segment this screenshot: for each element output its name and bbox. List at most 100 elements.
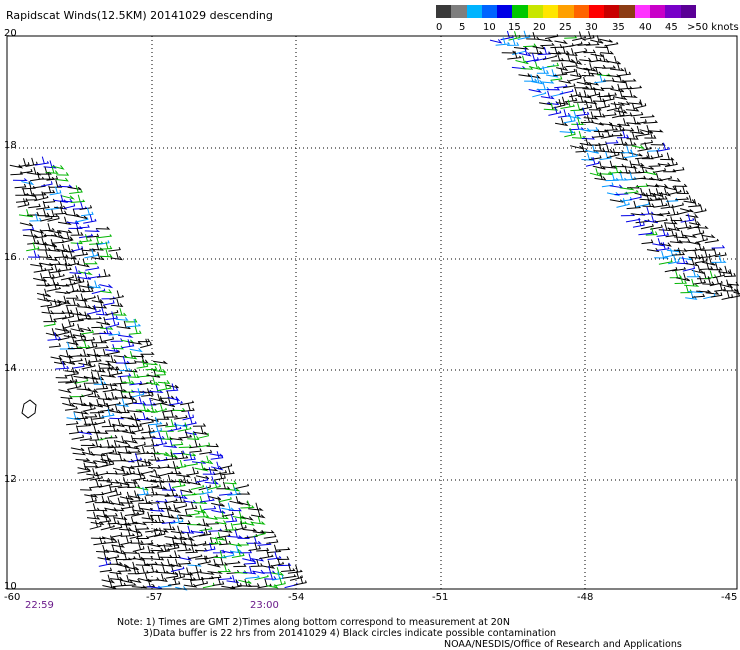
wind-barb [577,41,591,46]
wind-barb [589,168,603,177]
wind-barb [78,233,94,239]
wind-barb [109,366,123,376]
wind-barb [580,115,594,124]
wind-barb [25,157,38,167]
wind-barb [610,83,625,93]
wind-barb [109,483,123,488]
wind-barb [45,205,59,211]
wind-barb [69,185,83,194]
wind-barb [599,151,612,161]
wind-barb [688,198,701,208]
wind-barb [171,478,186,488]
wind-barb [65,367,79,377]
wind-barb [604,41,619,47]
wind-barb [121,458,135,463]
wind-barb [84,413,98,418]
wind-barb [78,234,93,243]
wind-barb [81,402,94,407]
wind-barb [100,360,115,369]
wind-barb [116,398,130,407]
wind-barb [216,481,231,490]
wind-barb [676,186,690,195]
wind-barb [212,577,225,586]
wind-barb [85,266,100,271]
wind-barb [120,415,135,419]
wind-barb [54,249,69,259]
wind-barb [629,125,645,135]
wind-barb [214,520,227,525]
map-frame [6,35,738,590]
wind-barb [673,230,689,239]
wind-barb [711,255,727,263]
wind-barb [55,290,71,294]
wind-barb [60,305,73,314]
wind-barb [121,582,137,587]
wind-barb [198,527,212,537]
wind-barb [21,180,35,186]
wind-barb [83,214,97,224]
wind-barb [170,525,185,534]
wind-barb [128,578,142,584]
wind-barb [163,449,179,458]
wind-barb [60,275,75,281]
legend-label: 20 [533,22,546,33]
wind-barb [518,47,532,57]
wind-barb [63,251,78,260]
wind-barb [49,179,63,188]
legend-label: 35 [612,22,625,33]
wind-barb [70,227,84,236]
wind-barb [91,288,106,295]
wind-barb [221,552,235,558]
wind-barb [41,181,53,187]
wind-barb [183,452,196,461]
wind-barb [56,326,70,336]
wind-barb [107,516,120,525]
wind-barb [126,449,141,453]
wind-barb [108,331,121,336]
wind-barb [40,215,53,222]
wind-barb [77,468,91,474]
wind-barb [81,359,96,370]
wind-barb [136,359,149,369]
wind-barb [161,519,176,524]
wind-barb [225,560,241,565]
wind-barb [653,218,668,223]
wind-barb [130,493,145,502]
wind-barb [267,551,282,560]
wind-barb [532,91,547,98]
wind-barb [617,118,631,127]
wind-barb [146,543,161,548]
wind-barb [94,345,109,349]
wind-barb [586,127,599,131]
wind-barb [164,535,179,540]
wind-barb [211,505,226,514]
wind-barb [173,495,187,503]
wind-barb [56,177,69,182]
wind-barb [101,336,115,343]
wind-barb [189,565,202,575]
wind-barb [144,564,159,574]
wind-barb [79,391,94,398]
wind-barb [175,503,188,509]
wind-barb [40,223,55,232]
wind-barb [68,425,84,435]
wind-barb [15,198,29,203]
wind-barb [676,272,690,282]
wind-barb [110,298,124,308]
wind-barb [34,191,49,202]
wind-barb [80,486,93,491]
wind-barb [194,547,208,552]
wind-barb [240,500,255,509]
wind-barb [198,442,211,448]
wind-barb [218,496,232,503]
wind-barb [185,501,198,510]
wind-barb [217,564,231,573]
wind-barb [209,536,223,545]
legend-swatch [497,5,513,18]
wind-barb [57,300,69,306]
wind-barb [64,284,79,295]
wind-barb [108,246,121,252]
wind-barb [99,403,115,412]
wind-barb [152,360,169,365]
wind-barb [620,145,634,154]
